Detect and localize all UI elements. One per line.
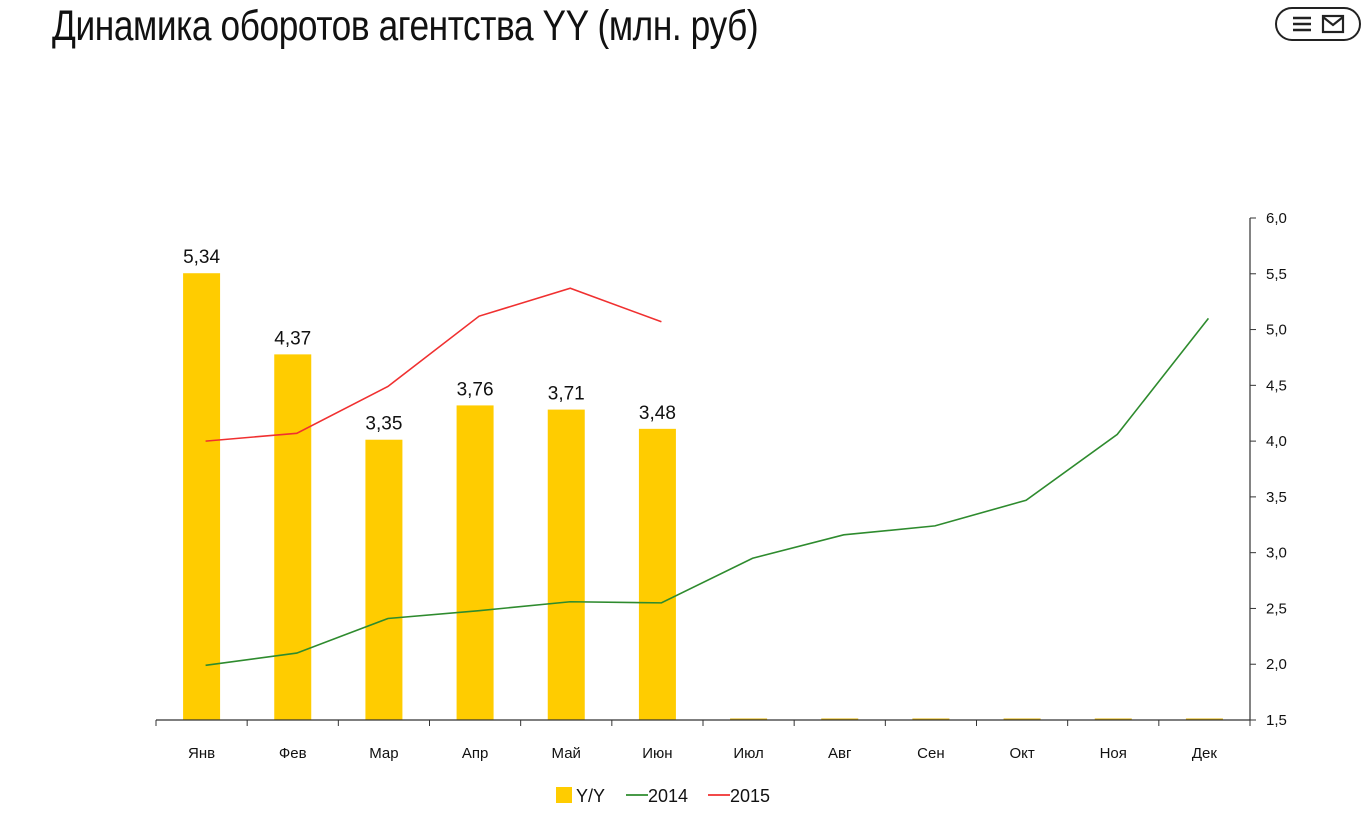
y-right-tick-label-4: 3,5: [1266, 489, 1287, 506]
y-right-tick-label-1: 2,0: [1266, 656, 1287, 673]
line-series-2015: [205, 287, 662, 442]
bar-6: [730, 718, 768, 720]
bar-3: [456, 405, 494, 720]
x-tick-label-2: Мар: [369, 745, 398, 762]
bar-10: [1094, 718, 1132, 720]
bar-2: [365, 439, 403, 720]
y-right-tick-label-0: 1,5: [1266, 712, 1287, 729]
x-tick-label-0: Янв: [188, 745, 215, 762]
y-right-tick-label-2: 2,5: [1266, 600, 1287, 617]
x-tick-label-10: Ноя: [1100, 745, 1127, 762]
bar-5: [638, 428, 676, 720]
y-right-tick-label-9: 6,0: [1266, 210, 1287, 227]
line-series-2014: [205, 317, 1210, 667]
bar-data-label-5: 3,48: [639, 403, 676, 424]
legend-item-1: 2014: [626, 786, 688, 806]
x-tick-label-9: Окт: [1009, 745, 1034, 762]
bar-0: [183, 273, 221, 720]
bar-data-label-0: 5,34: [183, 247, 220, 268]
legend-label-1: 2014: [648, 786, 688, 806]
legend-swatch-0: [556, 787, 572, 803]
bar-8: [912, 718, 950, 720]
bar-1: [274, 354, 312, 720]
x-tick-label-6: Июл: [733, 745, 763, 762]
chart-menu-button[interactable]: [1275, 7, 1361, 41]
bar-11: [1185, 718, 1223, 720]
y-right-tick-label-3: 3,0: [1266, 545, 1287, 562]
y-right-tick-label-7: 5,0: [1266, 322, 1287, 339]
page-title: Динамика оборотов агентства YY (млн. руб…: [52, 2, 759, 50]
bar-4: [547, 409, 585, 720]
y-right-tick-label-5: 4,0: [1266, 433, 1287, 450]
bar-7: [821, 718, 859, 720]
hamburger-icon: [1293, 16, 1311, 32]
y-right-tick-label-6: 4,5: [1266, 377, 1287, 394]
legend-item-2: 2015: [708, 786, 770, 806]
legend-label-0: Y/Y: [576, 786, 605, 806]
legend-item-0: Y/Y: [556, 786, 605, 806]
envelope-icon: [1321, 14, 1345, 34]
legend-label-2: 2015: [730, 786, 770, 806]
x-tick-label-1: Фев: [279, 745, 307, 762]
x-tick-label-3: Апр: [462, 745, 488, 762]
bar-data-label-2: 3,35: [365, 414, 402, 435]
bar-9: [1003, 718, 1041, 720]
x-tick-label-4: Май: [552, 745, 581, 762]
x-tick-label-8: Сен: [917, 745, 944, 762]
bar-data-label-4: 3,71: [548, 384, 585, 405]
y-right-tick-label-8: 5,5: [1266, 266, 1287, 283]
bar-data-label-1: 4,37: [274, 328, 311, 349]
x-tick-label-5: Июн: [642, 745, 672, 762]
bar-data-label-3: 3,76: [457, 379, 494, 400]
x-tick-label-11: Дек: [1192, 745, 1218, 762]
x-tick-label-7: Авг: [828, 745, 852, 762]
